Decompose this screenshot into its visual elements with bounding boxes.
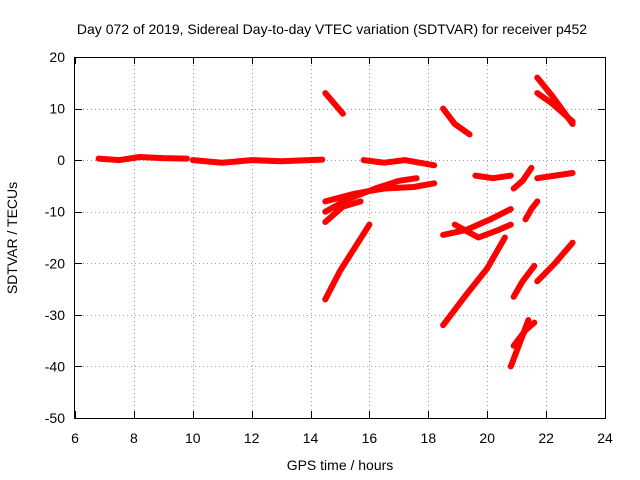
data-track-10 <box>440 206 514 238</box>
data-track-16 <box>522 198 541 223</box>
data-track-3 <box>322 90 346 117</box>
plot-frame <box>74 57 606 419</box>
x-axis-title: GPS time / hours <box>287 457 394 473</box>
data-track-1 <box>95 154 190 164</box>
x-tick-label: 6 <box>71 430 79 446</box>
y-tick-label: -20 <box>45 255 65 271</box>
x-tick-label: 16 <box>362 430 378 446</box>
data-track-19 <box>534 90 576 125</box>
x-tick-label: 18 <box>421 430 437 446</box>
data-track-6 <box>322 198 364 225</box>
data-track-9 <box>440 105 473 138</box>
data-track-7 <box>322 221 373 303</box>
data-track-8 <box>360 157 438 169</box>
x-tick-label: 24 <box>597 430 613 446</box>
x-tick-label: 14 <box>303 430 319 446</box>
x-tick-label: 10 <box>185 430 201 446</box>
y-tick-label: 0 <box>57 152 65 168</box>
y-tick-label: -40 <box>45 358 65 374</box>
data-track-12 <box>440 234 508 329</box>
data-track-2 <box>189 156 326 166</box>
x-tick-label: 20 <box>479 430 495 446</box>
data-track-5 <box>322 175 420 215</box>
y-tick-label: 20 <box>49 49 65 65</box>
y-tick-label: -10 <box>45 204 65 220</box>
data-track-20 <box>534 239 576 285</box>
data-track-15 <box>510 262 538 300</box>
data-track-11 <box>451 221 514 241</box>
data-track-17 <box>534 170 576 182</box>
y-axis-title: SDTVAR / TECUs <box>4 182 20 294</box>
data-track-13 <box>472 172 514 182</box>
y-tick-label: 10 <box>49 101 65 117</box>
data-track-14 <box>510 164 535 192</box>
y-tick-label: -30 <box>45 307 65 323</box>
data-series <box>95 74 576 370</box>
y-tick-label: -50 <box>45 410 65 426</box>
x-tick-label: 22 <box>538 430 554 446</box>
x-tick-label: 12 <box>244 430 260 446</box>
axis-ticks: 6 8 10 12 14 16 18 20 22 24 -50 -40 -30 -20 -10 0 10 20 <box>45 49 613 446</box>
data-track-22 <box>510 319 538 349</box>
grid-lines <box>75 57 605 418</box>
chart-title: Day 072 of 2019, Sidereal Day-to-day VTE… <box>77 21 587 37</box>
x-tick-label: 8 <box>130 430 138 446</box>
